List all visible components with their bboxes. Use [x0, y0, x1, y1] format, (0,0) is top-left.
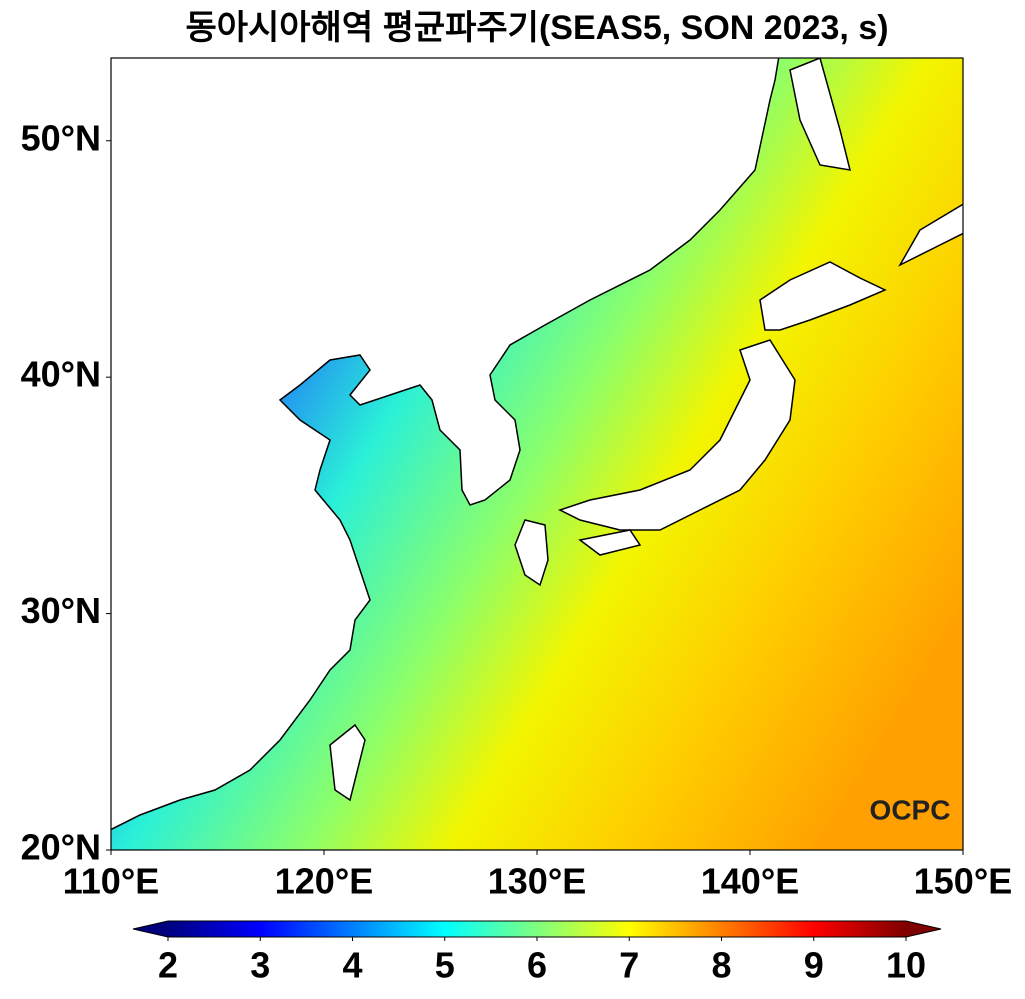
hokkaido	[759, 261, 887, 331]
x-tick-label: 130°E	[488, 861, 586, 902]
y-tick-label: 50°N	[21, 117, 101, 158]
kamchatka	[898, 203, 963, 267]
x-tick-label: 110°E	[63, 861, 160, 902]
title: 동아시아해역 평균파주기(SEAS5, SON 2023, s)	[185, 9, 888, 47]
colorbar-extend-min	[133, 921, 168, 937]
logo: OCPC	[870, 794, 951, 825]
colorbar: 2 3 4 5 6 7 8 9 10	[132, 920, 942, 986]
x-tick-label: 150°E	[914, 861, 1012, 902]
colorbar-tick-label: 3	[250, 945, 270, 986]
shikoku	[578, 529, 642, 556]
y-tick-label: 40°N	[21, 354, 101, 395]
colorbar-tick-label: 7	[619, 945, 639, 986]
colorbar-tick-label: 2	[158, 945, 178, 986]
taiwan	[329, 723, 366, 802]
colorbar-extend-max	[906, 921, 941, 937]
honshu	[558, 339, 796, 531]
colorbar-tick-label: 10	[886, 945, 926, 986]
mainland	[111, 58, 780, 831]
colorbar-tick-label: 8	[711, 945, 731, 986]
colorbar-tick-label: 5	[435, 945, 455, 986]
x-tick-label: 140°E	[701, 861, 799, 902]
colorbar-tick-label: 4	[342, 945, 362, 986]
y-tick-label: 30°N	[21, 590, 101, 631]
colorbar-tick-label: 9	[804, 945, 824, 986]
x-tick-label: 120°E	[275, 861, 373, 902]
map	[111, 58, 963, 850]
colorbar-body	[168, 921, 906, 937]
y-tick-label: 20°N	[21, 827, 101, 868]
colorbar-tick-label: 6	[527, 945, 547, 986]
kyushu	[514, 519, 549, 587]
sakhalin	[789, 58, 852, 171]
